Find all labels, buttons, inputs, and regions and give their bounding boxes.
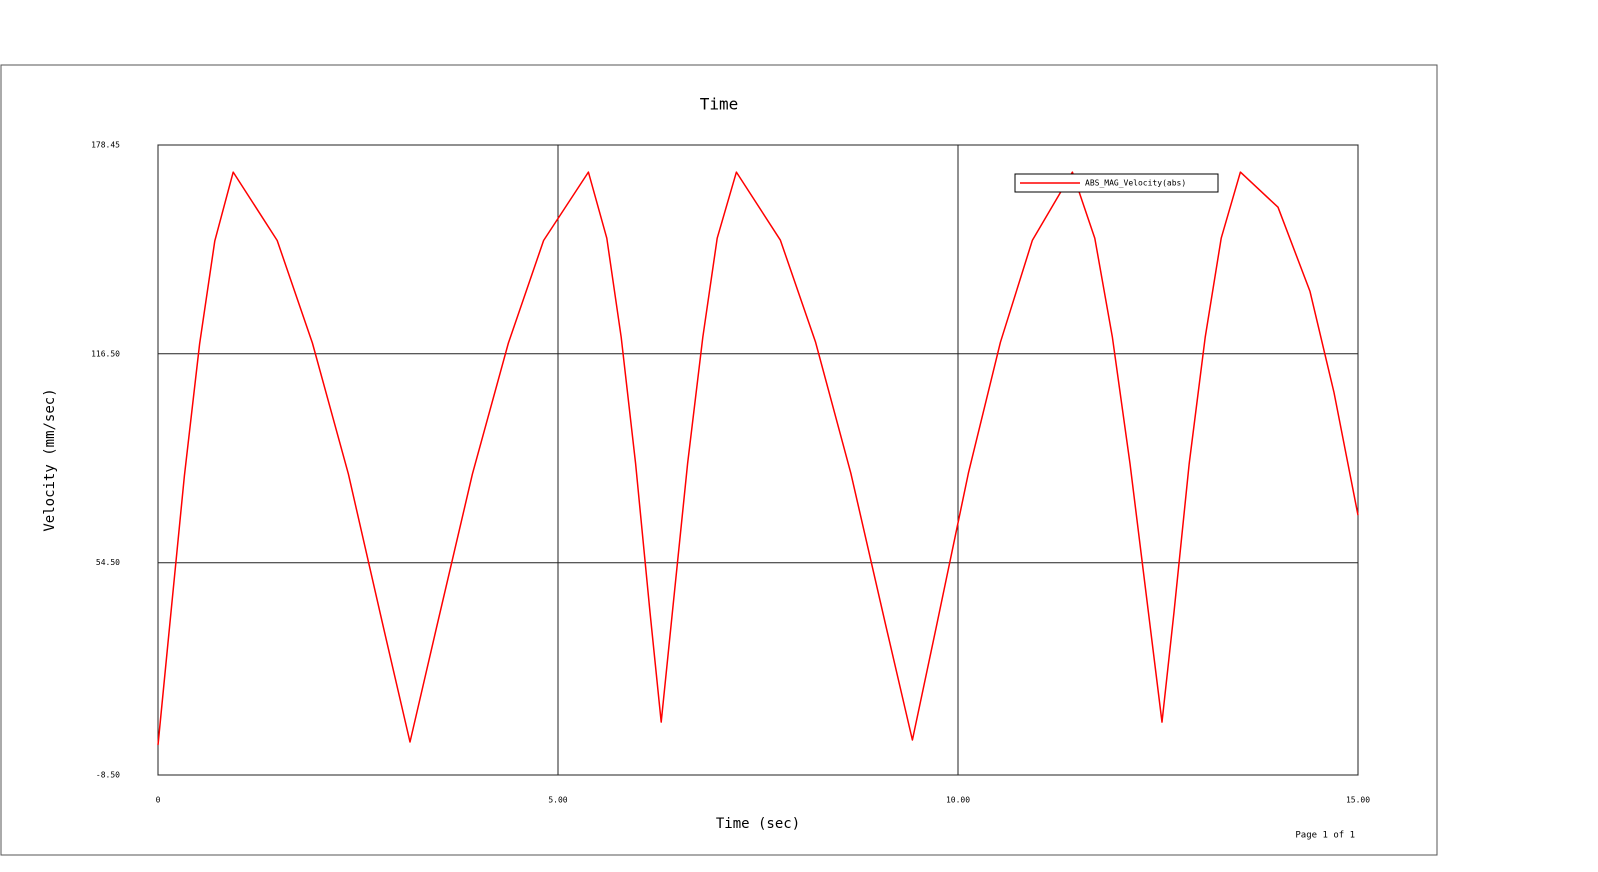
legend-box bbox=[1014, 173, 1219, 193]
legend-label: ABS_MAG_Velocity(abs) bbox=[1085, 179, 1186, 188]
plot-frame bbox=[157, 144, 1359, 776]
x-tick-label: 15.00 bbox=[1346, 796, 1370, 805]
y-tick-label: 54.50 bbox=[96, 558, 120, 567]
y-tick-label: 178.45 bbox=[91, 141, 120, 150]
x-tick-label: 0 bbox=[156, 796, 161, 805]
chart-title: Time bbox=[700, 95, 739, 114]
y-tick-label: -8.50 bbox=[96, 771, 120, 780]
data-line bbox=[157, 171, 1359, 746]
page-footer: Page 1 of 1 bbox=[1295, 831, 1355, 841]
x-axis-label: Time (sec) bbox=[716, 816, 800, 832]
y-axis-label: Velocity (mm/sec) bbox=[42, 388, 58, 531]
x-tick-label: 10.00 bbox=[946, 796, 970, 805]
page-frame bbox=[0, 64, 1438, 856]
x-tick-label: 5.00 bbox=[548, 796, 567, 805]
y-tick-label: 116.50 bbox=[91, 349, 120, 358]
